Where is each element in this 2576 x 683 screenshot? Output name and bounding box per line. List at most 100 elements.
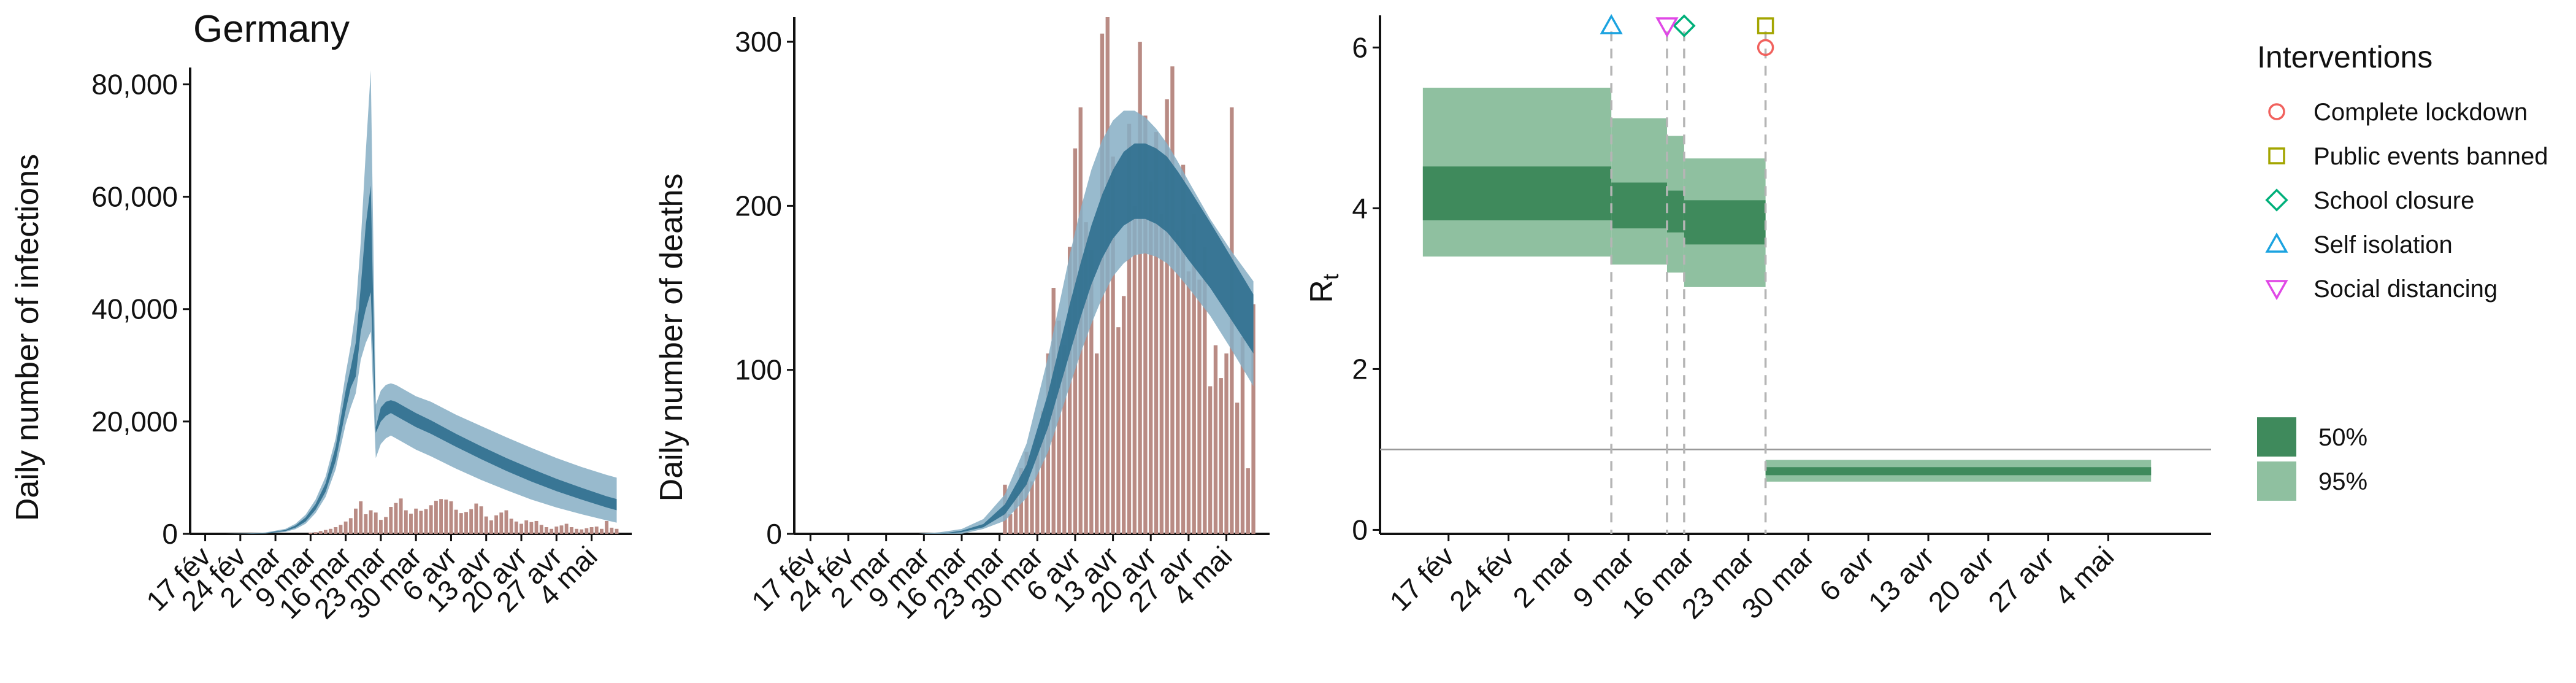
bar [1084,222,1088,534]
y-tick-label: 200 [735,190,782,222]
bar [559,525,564,534]
bar [589,527,594,534]
bar [348,518,353,534]
bar [318,531,323,534]
bar [469,509,473,534]
legend-marker [2265,232,2288,253]
y-tick-label: 300 [735,26,782,58]
bar [1062,345,1067,534]
bar [434,500,438,534]
rt-50-band [1666,190,1684,233]
y-tick-label: 60,000 [91,181,178,213]
bar [569,527,573,534]
bar [323,530,328,534]
bar [374,512,378,534]
bar [1013,493,1018,534]
legend-marker [2268,103,2285,120]
bar [414,508,418,534]
bar [1251,304,1255,534]
bar [1116,327,1121,534]
y-tick-label: 0 [1352,514,1368,546]
bar [1176,230,1180,534]
rt-50-band [1422,166,1612,221]
y-tick-label: 100 [735,354,782,386]
x-tick-label: 27 avr [1982,540,2060,618]
bar [474,503,478,534]
infections-panel: Germany Daily number of infections 0 20,0… [10,8,632,625]
rt-50-band [1611,182,1667,229]
bar [544,527,548,534]
intervention-marker [1757,39,1774,56]
y-axis-label: Daily number of infections [10,154,45,521]
rt-50-band [1684,200,1766,245]
bar [1138,42,1142,534]
bar [610,527,614,534]
bar [539,525,543,534]
bar [1057,320,1061,534]
bar [1127,123,1132,534]
legend-label: 50% [2318,424,2367,451]
bar [394,503,398,534]
legend-swatch [2257,461,2296,501]
bar [1235,403,1240,534]
bar [329,528,333,534]
bar [1122,296,1126,534]
y-tick-label: 40,000 [91,293,178,325]
bar [1170,66,1175,534]
bar [439,499,443,534]
intervention-marker [1673,14,1696,37]
bar [1111,156,1115,534]
y-tick-label: 80,000 [91,68,178,100]
bar [564,523,569,534]
bar [404,510,408,534]
y-tick-label: 2 [1352,353,1368,385]
y-tick-label: 20,000 [91,406,178,438]
bar [1159,214,1164,534]
ci-50-band [205,185,617,534]
y-tick-label: 4 [1352,192,1368,224]
bar [494,515,499,534]
y-tick-label: 0 [162,518,178,550]
bar [484,516,488,534]
bar [605,520,609,534]
legend-label: Public events banned [2313,143,2548,170]
bar [389,507,393,534]
legend-label: School closure [2313,187,2474,214]
bar [534,520,539,534]
bar [585,528,589,534]
bar [1181,164,1186,534]
bar [429,505,433,534]
bar [399,498,403,534]
bar [1030,481,1034,534]
x-tick-label: 2 mar [1506,540,1580,614]
bar [1035,435,1040,534]
bar [1246,468,1250,534]
bar [378,520,383,534]
x-tick-label: 4 mai [2049,540,2120,611]
x-tick-label: 17 fév [1383,540,1460,617]
legend-swatch [2257,417,2296,457]
bar [499,512,504,534]
bar [1240,337,1245,534]
y-axis-label: Daily number of deaths [654,174,689,502]
intervention-marker [1757,17,1774,34]
panel-title: Germany [193,8,350,50]
bar [1008,514,1013,534]
bar [575,528,578,534]
bar [554,527,559,534]
bar [599,528,604,534]
legend-marker [2265,280,2288,301]
bar [369,510,373,534]
legend-marker [2265,188,2288,212]
bar [1040,411,1045,534]
bar [615,528,619,534]
bar [1224,353,1229,534]
legend: Interventions Complete lockdown Public ev… [2257,40,2548,501]
bar [519,523,523,534]
bar [1067,247,1072,534]
bar [1089,250,1094,534]
bar [1154,132,1159,534]
bar [1197,279,1202,534]
